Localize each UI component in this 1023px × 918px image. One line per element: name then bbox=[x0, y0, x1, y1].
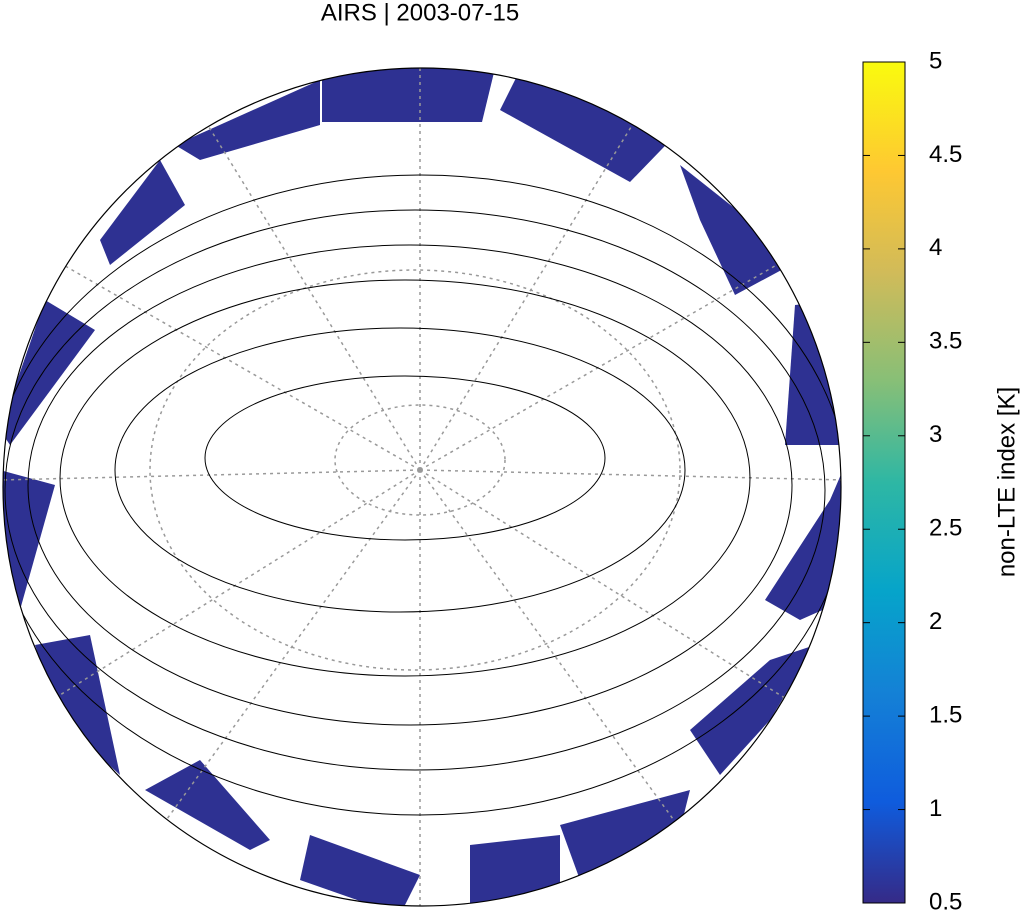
colorbar-tick-label: 2.5 bbox=[929, 515, 962, 542]
colorbar-tick-label: 0.5 bbox=[929, 888, 962, 913]
graticule-parallels bbox=[3, 174, 841, 816]
colorbar-label: non-LTE index [K] bbox=[993, 387, 1020, 577]
graticule-meridians bbox=[3, 68, 841, 906]
title: AIRS | 2003-07-15 bbox=[321, 0, 519, 26]
colorbar-tick-label: 3 bbox=[929, 421, 942, 448]
colorbar-tick-label: 4.5 bbox=[929, 141, 962, 168]
colorbar-tick-label: 3.5 bbox=[929, 328, 962, 355]
colorbar-tick-label: 1 bbox=[929, 795, 942, 822]
swaths bbox=[3, 68, 841, 906]
map bbox=[3, 68, 841, 906]
colorbar-tick-label: 4 bbox=[929, 234, 942, 261]
colorbar-tick-label: 5 bbox=[929, 47, 942, 74]
colorbar bbox=[862, 61, 906, 904]
colorbar-tick-label: 2 bbox=[929, 608, 942, 635]
colorbar-tick-label: 1.5 bbox=[929, 701, 962, 728]
map-border bbox=[2, 67, 842, 907]
